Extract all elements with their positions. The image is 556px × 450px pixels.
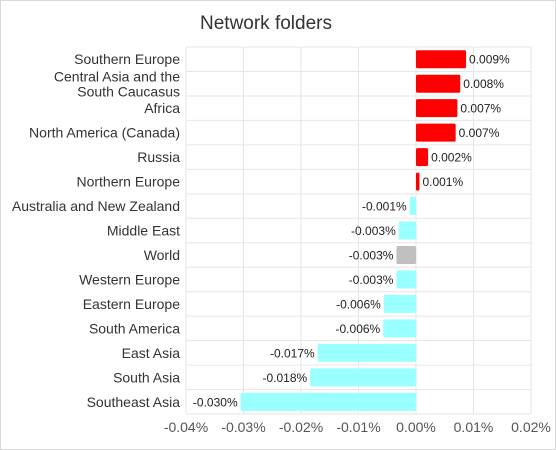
bar xyxy=(416,99,458,118)
category-label: South America xyxy=(89,320,180,336)
bar xyxy=(317,343,416,362)
value-label: 0.009% xyxy=(469,53,510,67)
category-label: Northern Europe xyxy=(76,174,180,190)
x-tick-label: -0.02% xyxy=(279,419,323,435)
value-label: -0.018% xyxy=(262,371,307,385)
category-labels: Southern Europe Central Asia and the South… xyxy=(12,51,180,410)
category-label: South Asia xyxy=(113,369,180,385)
bar xyxy=(409,197,416,216)
bar xyxy=(396,245,416,264)
value-label: 0.002% xyxy=(431,151,472,165)
bar xyxy=(416,123,456,142)
value-label: -0.001% xyxy=(362,200,407,214)
category-label: Russia xyxy=(137,149,180,165)
x-axis-tick-labels: -0.04% -0.03% -0.02% -0.01% 0.00% 0.01% 0.02% xyxy=(164,419,551,435)
value-labels: 0.009% 0.008% 0.007% 0.007% 0.002% 0.001% -0.0… xyxy=(193,53,510,410)
bar xyxy=(240,392,416,411)
category-label: Central Asia and the South Caucasus xyxy=(54,69,180,100)
x-tick-label: -0.01% xyxy=(336,419,380,435)
x-tick-label: 0.00% xyxy=(396,419,436,435)
category-label: Western Europe xyxy=(79,271,180,287)
category-label: Australia and New Zealand xyxy=(12,198,180,214)
bar xyxy=(310,368,416,387)
category-label: Southern Europe xyxy=(74,51,180,67)
value-label: -0.003% xyxy=(349,248,394,262)
bar xyxy=(416,50,467,69)
value-label: -0.003% xyxy=(351,224,396,238)
value-label: -0.006% xyxy=(336,297,381,311)
bar xyxy=(416,172,420,191)
bar xyxy=(416,74,461,93)
value-label: -0.030% xyxy=(193,395,238,409)
bar xyxy=(383,319,416,338)
category-label: Eastern Europe xyxy=(83,296,180,312)
category-label: World xyxy=(144,247,180,263)
value-label: 0.001% xyxy=(422,175,463,189)
bar xyxy=(416,148,429,167)
bar xyxy=(383,294,416,313)
bar xyxy=(396,270,416,289)
category-label: Southeast Asia xyxy=(87,394,181,410)
value-label: 0.008% xyxy=(463,77,504,91)
bar xyxy=(398,221,416,240)
x-tick-label: 0.01% xyxy=(454,419,494,435)
x-tick-label: -0.04% xyxy=(164,419,208,435)
category-label: Middle East xyxy=(107,223,180,239)
value-label: -0.003% xyxy=(349,273,394,287)
value-label: -0.006% xyxy=(336,322,381,336)
category-label: North America (Canada) xyxy=(29,125,180,141)
grid-lines xyxy=(185,46,532,415)
x-tick-label: -0.03% xyxy=(221,419,265,435)
category-label: East Asia xyxy=(122,345,181,361)
value-label: 0.007% xyxy=(459,126,500,140)
category-label: Africa xyxy=(144,100,180,116)
value-label: 0.007% xyxy=(460,102,501,116)
bars xyxy=(240,50,467,411)
x-tick-label: 0.02% xyxy=(511,419,551,435)
chart-title: Network folders xyxy=(200,13,332,34)
value-label: -0.017% xyxy=(270,346,315,360)
